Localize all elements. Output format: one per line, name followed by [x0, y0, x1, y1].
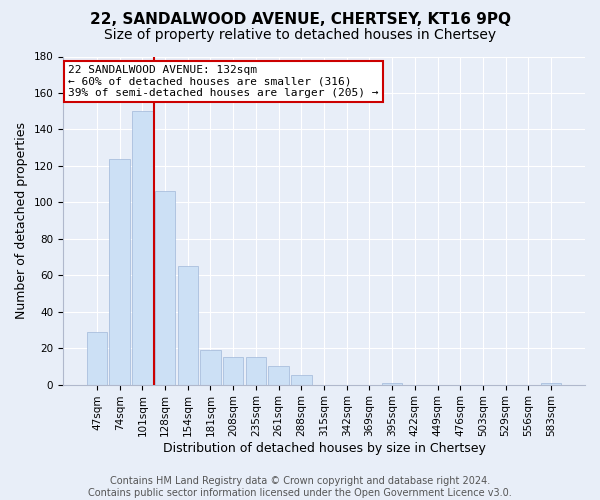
- Bar: [155, 192, 175, 384]
- Text: Contains HM Land Registry data © Crown copyright and database right 2024.
Contai: Contains HM Land Registry data © Crown c…: [88, 476, 512, 498]
- Bar: [291, 376, 311, 384]
- Text: 22 SANDALWOOD AVENUE: 132sqm
← 60% of detached houses are smaller (316)
39% of s: 22 SANDALWOOD AVENUE: 132sqm ← 60% of de…: [68, 64, 379, 98]
- Bar: [382, 383, 403, 384]
- Bar: [200, 350, 221, 384]
- Bar: [132, 111, 152, 384]
- Bar: [245, 358, 266, 384]
- Bar: [541, 383, 561, 384]
- Y-axis label: Number of detached properties: Number of detached properties: [15, 122, 28, 319]
- X-axis label: Distribution of detached houses by size in Chertsey: Distribution of detached houses by size …: [163, 442, 485, 455]
- Bar: [223, 358, 244, 384]
- Text: 22, SANDALWOOD AVENUE, CHERTSEY, KT16 9PQ: 22, SANDALWOOD AVENUE, CHERTSEY, KT16 9P…: [89, 12, 511, 28]
- Bar: [87, 332, 107, 384]
- Bar: [178, 266, 198, 384]
- Bar: [268, 366, 289, 384]
- Text: Size of property relative to detached houses in Chertsey: Size of property relative to detached ho…: [104, 28, 496, 42]
- Bar: [109, 158, 130, 384]
